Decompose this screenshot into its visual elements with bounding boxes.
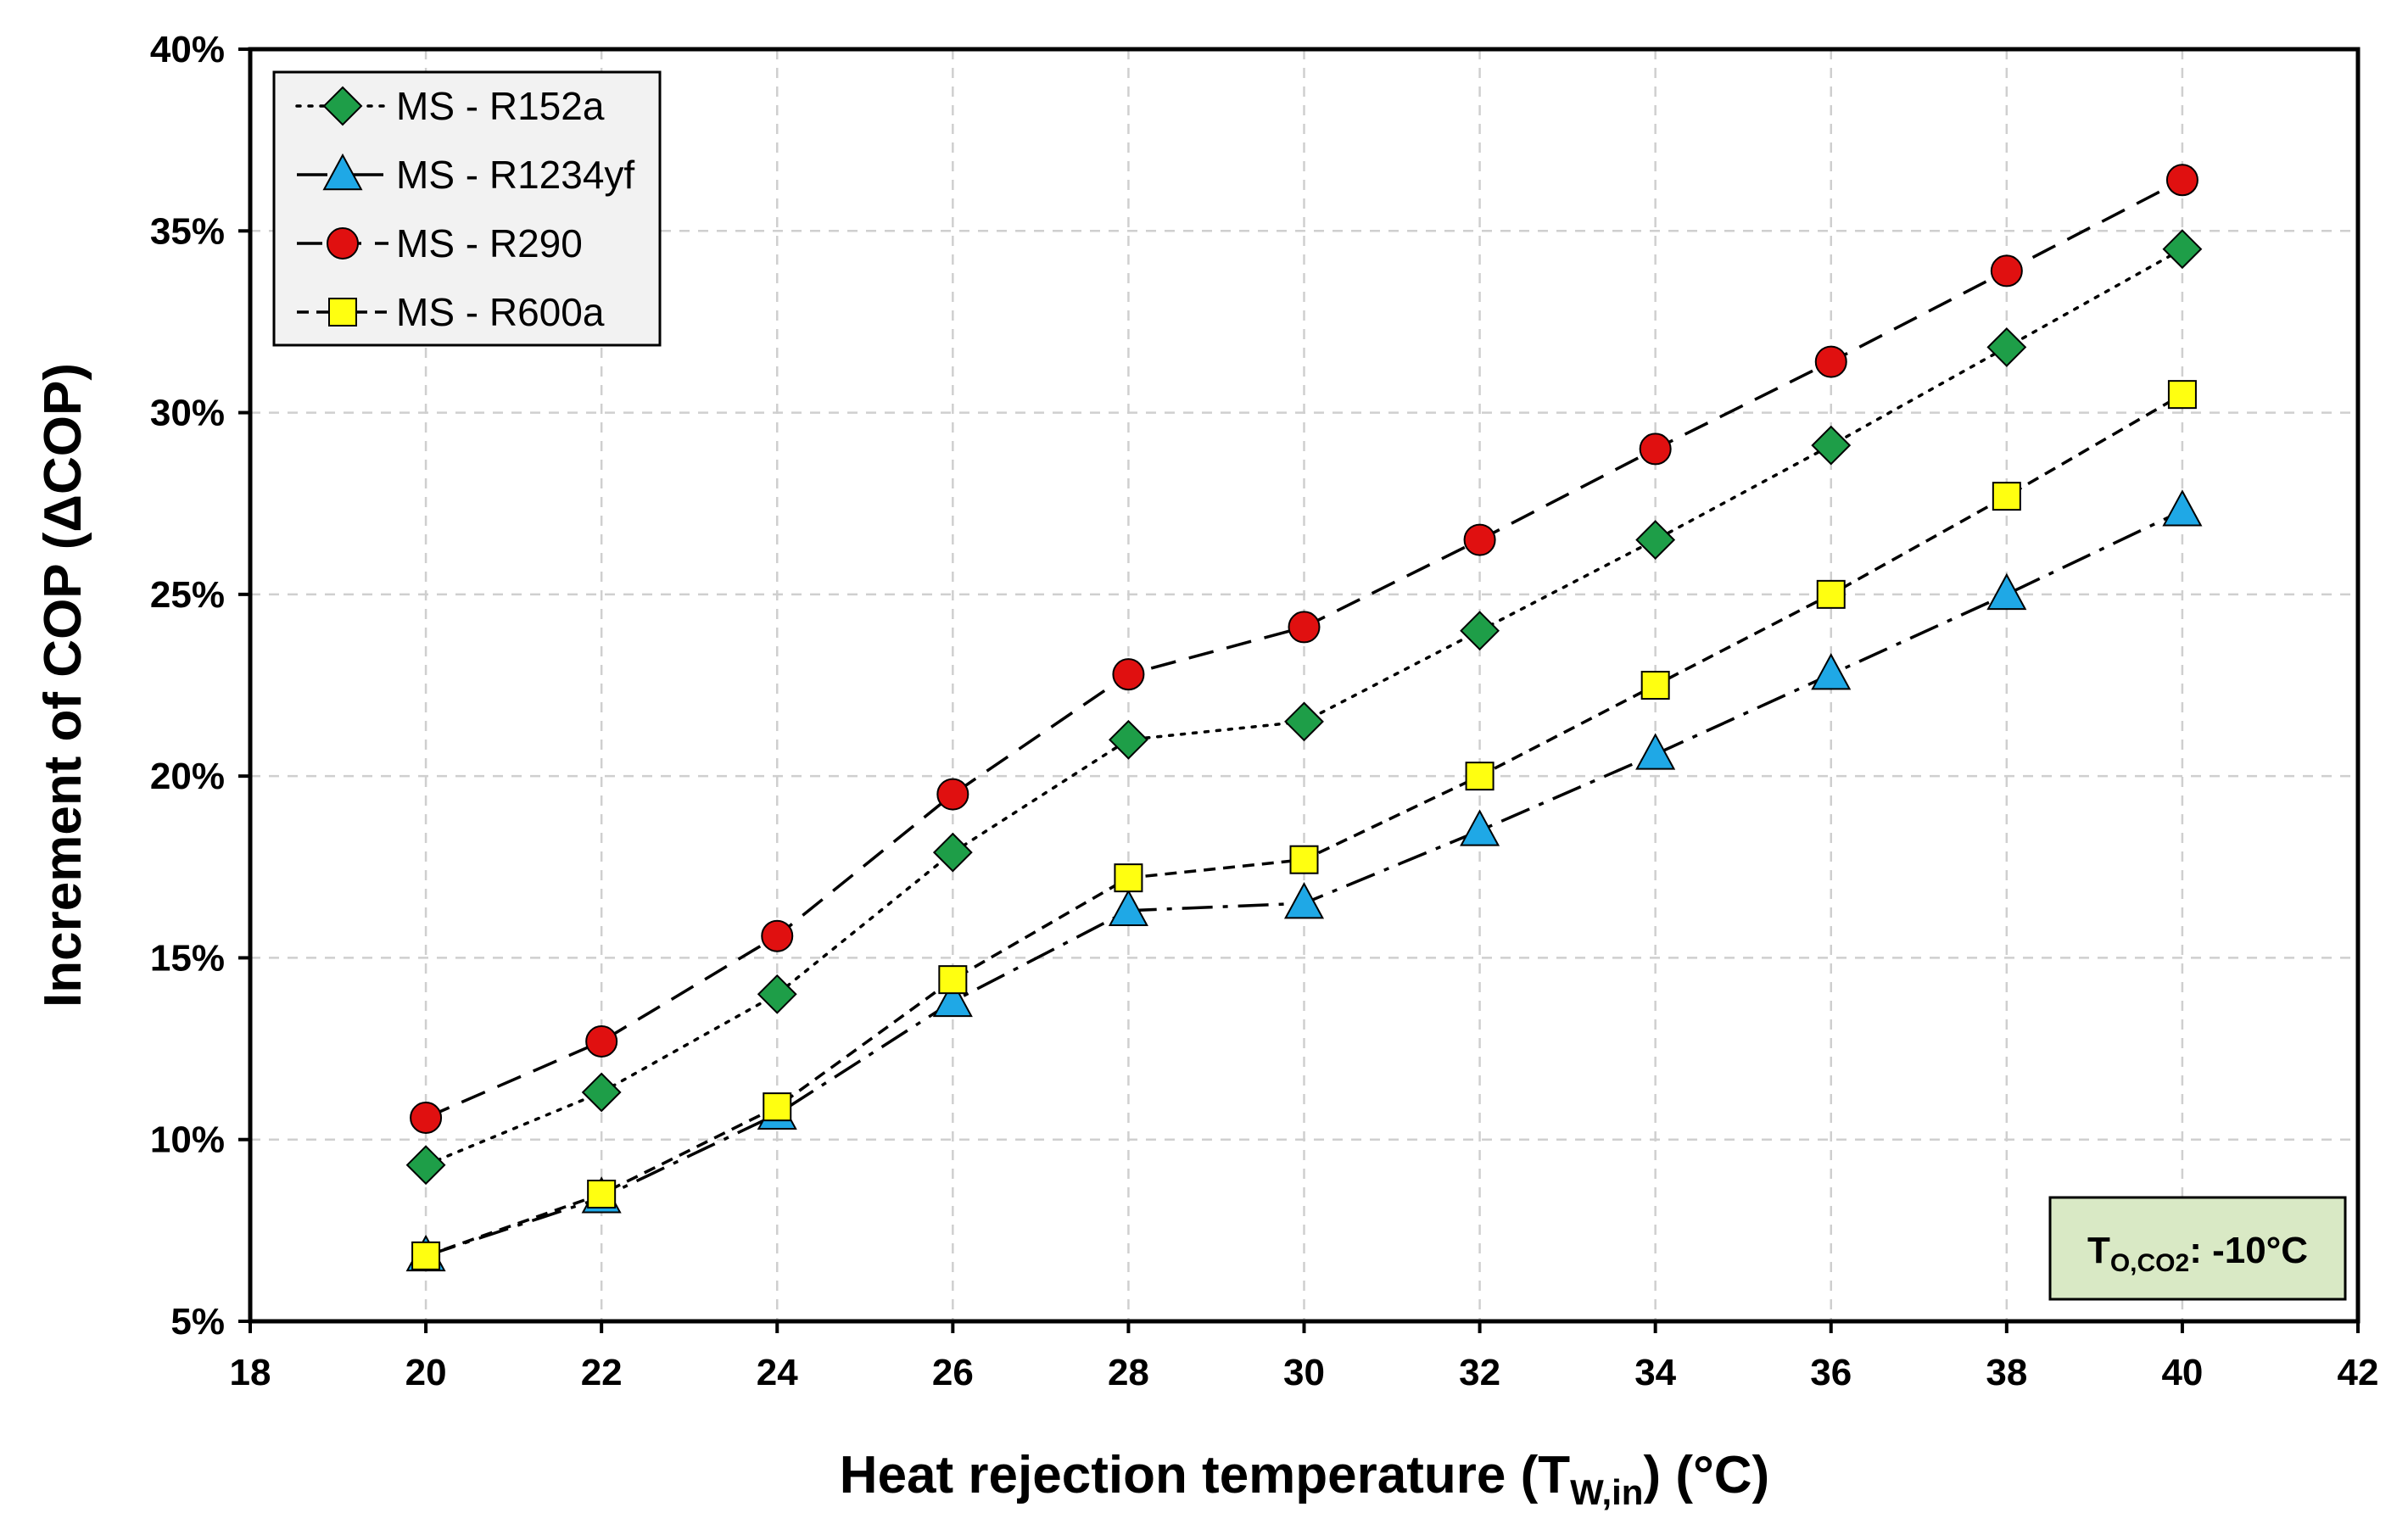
data-point [761, 919, 794, 952]
data-point [1635, 733, 1676, 770]
y-tick-label: 5% [170, 1301, 225, 1342]
series-0 [405, 229, 2203, 1186]
data-point [1992, 482, 2021, 511]
annotation-text: TO,CO2: -10°C [2087, 1230, 2308, 1277]
data-point [1986, 572, 2027, 611]
data-point [411, 1241, 441, 1270]
data-point [938, 965, 968, 995]
x-tick-label: 34 [1634, 1352, 1676, 1393]
data-point [1460, 809, 1500, 846]
data-point [410, 1102, 443, 1134]
annotation-box [2048, 1196, 2347, 1301]
legend-label: MS - R600a [396, 290, 605, 334]
data-point [1109, 719, 1148, 760]
data-point [1283, 882, 1325, 919]
data-point [1288, 611, 1321, 644]
condition-annotation: TO,CO2: -10°C [2048, 1196, 2347, 1301]
series-3 [411, 380, 2197, 1270]
series-layer [405, 164, 2203, 1272]
x-tick-label: 40 [2161, 1352, 2203, 1393]
x-tick-label: 26 [932, 1352, 974, 1393]
x-axis-title: Heat rejection temperature (TW,in) (°C) [840, 1446, 1769, 1512]
data-point [585, 1025, 618, 1058]
data-point [1463, 523, 1496, 556]
legend-label: MS - R1234yf [396, 153, 634, 197]
y-tick-label: 30% [150, 393, 225, 434]
data-point [1816, 579, 1846, 609]
y-tick-label: 25% [150, 574, 225, 616]
x-tick-label: 18 [230, 1352, 271, 1393]
data-point [1990, 254, 2023, 287]
data-point [1289, 845, 1319, 874]
series-2 [410, 164, 2198, 1134]
data-point [581, 1072, 622, 1113]
data-point [1284, 701, 1324, 742]
annotation-sub: O,CO2 [2110, 1249, 2189, 1277]
legend-marker [327, 227, 359, 260]
x-tick-label: 32 [1459, 1352, 1500, 1393]
data-point [1811, 425, 1852, 466]
x-tick-label: 36 [1810, 1352, 1852, 1393]
annotation-main: T [2087, 1230, 2110, 1271]
data-point [1814, 345, 1847, 378]
y-axis-title: Increment of COP (ΔCOP) [34, 363, 92, 1008]
data-point [936, 778, 969, 811]
data-point [932, 980, 973, 1018]
legend-label: MS - R290 [396, 221, 583, 265]
data-point [1639, 433, 1672, 466]
legend-item: MS - R600a [297, 290, 605, 334]
data-point [1986, 327, 2027, 367]
data-point [2165, 164, 2198, 197]
axis-ticks: 5% 10% 15% 20% 25% 30% 35% 40% 18 20 22 24 26 28 30 32 3… [150, 29, 2379, 1393]
x-tick-label: 24 [757, 1352, 798, 1393]
legend-marker [322, 153, 363, 191]
x-tick-label: 22 [581, 1352, 623, 1393]
annotation-rest: : -10°C [2189, 1230, 2308, 1271]
data-point [2167, 380, 2197, 410]
legend-item: MS - R290 [297, 221, 583, 265]
legend: MS - R152a MS - R1234yf MS - R290 MS - R600… [272, 70, 662, 347]
data-point [757, 974, 797, 1014]
data-point [932, 832, 973, 873]
legend-item: MS - R1234yf [297, 153, 634, 197]
legend-marker [328, 298, 357, 327]
legend-item: MS - R152a [295, 84, 605, 128]
x-tick-label: 30 [1283, 1352, 1325, 1393]
y-tick-label: 35% [150, 210, 225, 252]
data-point [1460, 611, 1500, 651]
data-point [1635, 520, 1676, 560]
data-point [2162, 229, 2203, 270]
x-axis-title-sub: W,in [1570, 1472, 1643, 1512]
data-point [405, 1145, 446, 1186]
y-tick-label: 15% [150, 937, 225, 979]
data-point [1108, 889, 1148, 926]
x-tick-label: 20 [405, 1352, 447, 1393]
x-tick-label: 28 [1108, 1352, 1149, 1393]
x-tick-label: 42 [2338, 1352, 2379, 1393]
data-point [1811, 653, 1852, 690]
data-point [1465, 762, 1495, 791]
data-point [1114, 863, 1143, 893]
data-point [1640, 671, 1670, 700]
y-tick-label: 20% [150, 756, 225, 797]
x-tick-label: 38 [1986, 1352, 2027, 1393]
legend-label: MS - R152a [396, 84, 605, 128]
data-point [587, 1180, 617, 1208]
legend-marker [322, 86, 363, 126]
y-tick-label: 40% [150, 29, 225, 70]
data-point [1112, 658, 1145, 691]
data-point [763, 1092, 792, 1122]
data-point [2162, 489, 2203, 527]
x-axis-title-end: ) (°C) [1643, 1446, 1769, 1504]
x-axis-title-main: Heat rejection temperature (T [840, 1446, 1570, 1504]
y-tick-label: 10% [150, 1119, 225, 1161]
